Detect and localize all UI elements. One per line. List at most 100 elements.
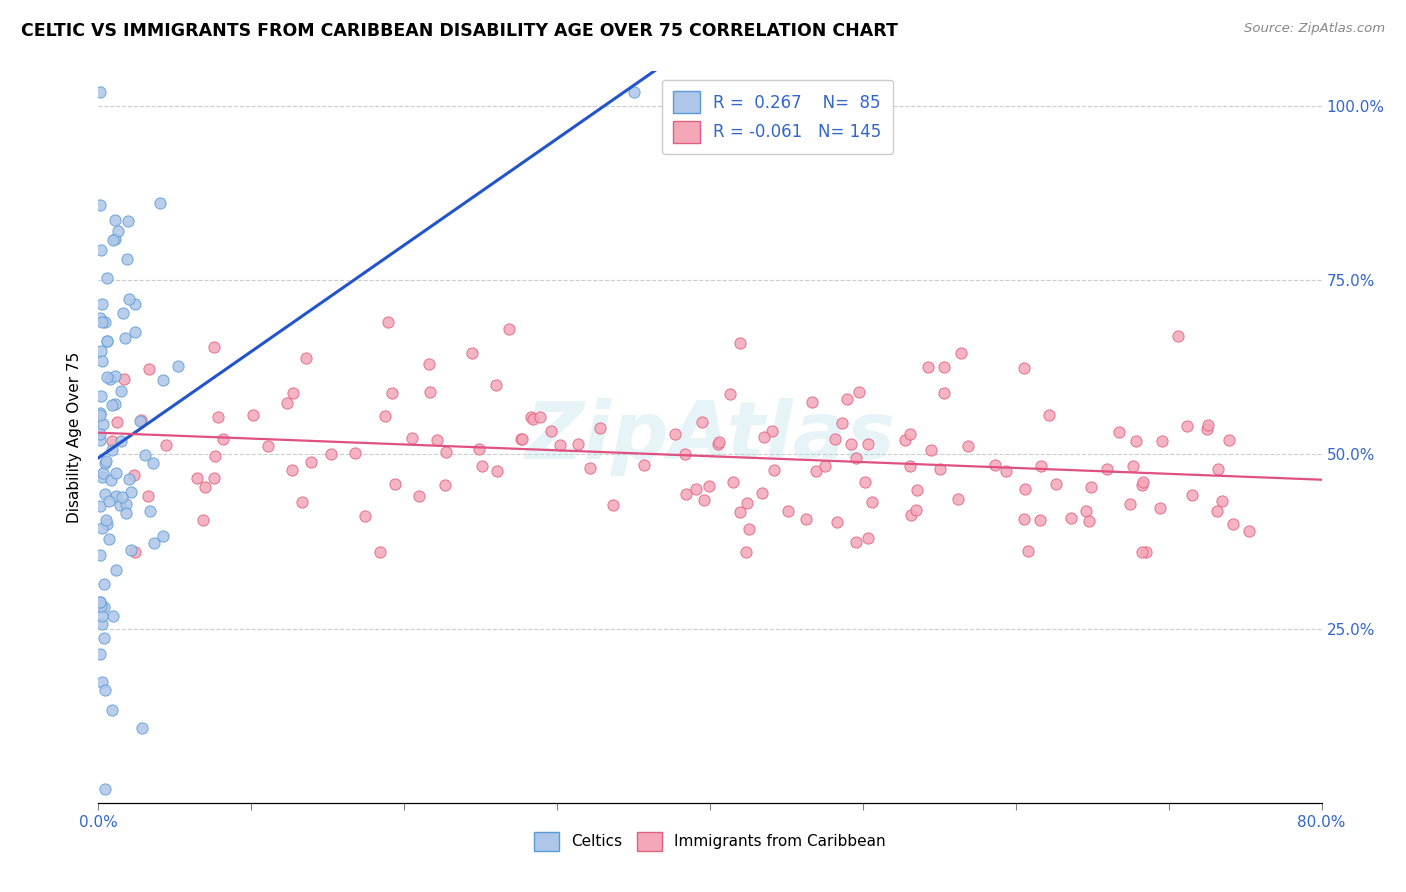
Point [567,437,589,451]
Point [824,432,846,446]
Point [97,532,120,546]
Point [728,506,751,520]
Point [1132,475,1154,489]
Point [90,599,112,613]
Point [104,213,127,227]
Point [152,529,174,543]
Point [664,427,686,442]
Point [408,489,430,503]
Point [152,373,174,387]
Point [932,386,955,401]
Point [128,414,150,428]
Point [485,377,508,392]
Point [401,431,423,445]
Point [794,512,817,526]
Point [860,495,883,509]
Point [1125,434,1147,448]
Point [101,434,124,448]
Point [602,498,624,512]
Point [761,424,783,438]
Point [697,479,720,493]
Point [299,455,322,469]
Point [207,409,229,424]
Point [117,214,139,228]
Point [673,447,696,461]
Point [107,223,129,237]
Point [1206,504,1229,518]
Point [112,372,135,386]
Point [706,437,728,451]
Point [120,543,142,558]
Point [623,85,645,99]
Point [115,252,138,266]
Point [108,498,131,512]
Point [1077,514,1099,528]
Point [1076,504,1098,518]
Point [104,563,127,577]
Point [839,437,862,451]
Point [377,315,399,329]
Point [845,450,868,465]
Point [91,674,114,689]
Point [89,594,111,608]
Point [122,468,145,483]
Point [194,480,217,494]
Point [1222,516,1244,531]
Point [124,325,146,339]
Point [1197,418,1219,433]
Point [94,454,117,468]
Point [675,486,697,500]
Point [90,616,112,631]
Point [848,385,870,400]
Point [110,434,132,449]
Point [90,389,112,403]
Point [738,522,761,536]
Point [778,504,800,518]
Point [384,476,406,491]
Point [900,508,922,522]
Point [510,433,533,447]
Point [1197,422,1219,436]
Point [242,408,264,422]
Point [138,362,160,376]
Text: Source: ZipAtlas.com: Source: ZipAtlas.com [1244,22,1385,36]
Point [929,462,952,476]
Point [1130,545,1153,559]
Point [93,631,115,645]
Point [104,232,127,246]
Point [1181,488,1204,502]
Point [89,426,111,441]
Point [540,424,562,438]
Point [101,442,124,457]
Point [142,536,165,550]
Point [91,609,114,624]
Point [256,439,278,453]
Point [96,370,118,384]
Point [89,408,111,422]
Point [291,495,314,509]
Point [354,508,377,523]
Point [101,702,124,716]
Point [461,345,484,359]
Legend: Celtics, Immigrants from Caribbean: Celtics, Immigrants from Caribbean [529,825,891,857]
Point [1045,477,1067,491]
Point [90,344,112,359]
Point [510,432,533,446]
Point [114,506,136,520]
Point [1080,480,1102,494]
Point [105,415,128,429]
Point [374,409,396,423]
Point [90,243,112,257]
Point [193,513,215,527]
Point [104,397,127,411]
Point [94,512,117,526]
Point [1029,513,1052,527]
Point [100,398,122,412]
Point [104,369,127,384]
Point [134,448,156,462]
Point [905,503,928,517]
Point [735,496,758,510]
Point [1017,543,1039,558]
Point [281,385,304,400]
Point [89,595,111,609]
